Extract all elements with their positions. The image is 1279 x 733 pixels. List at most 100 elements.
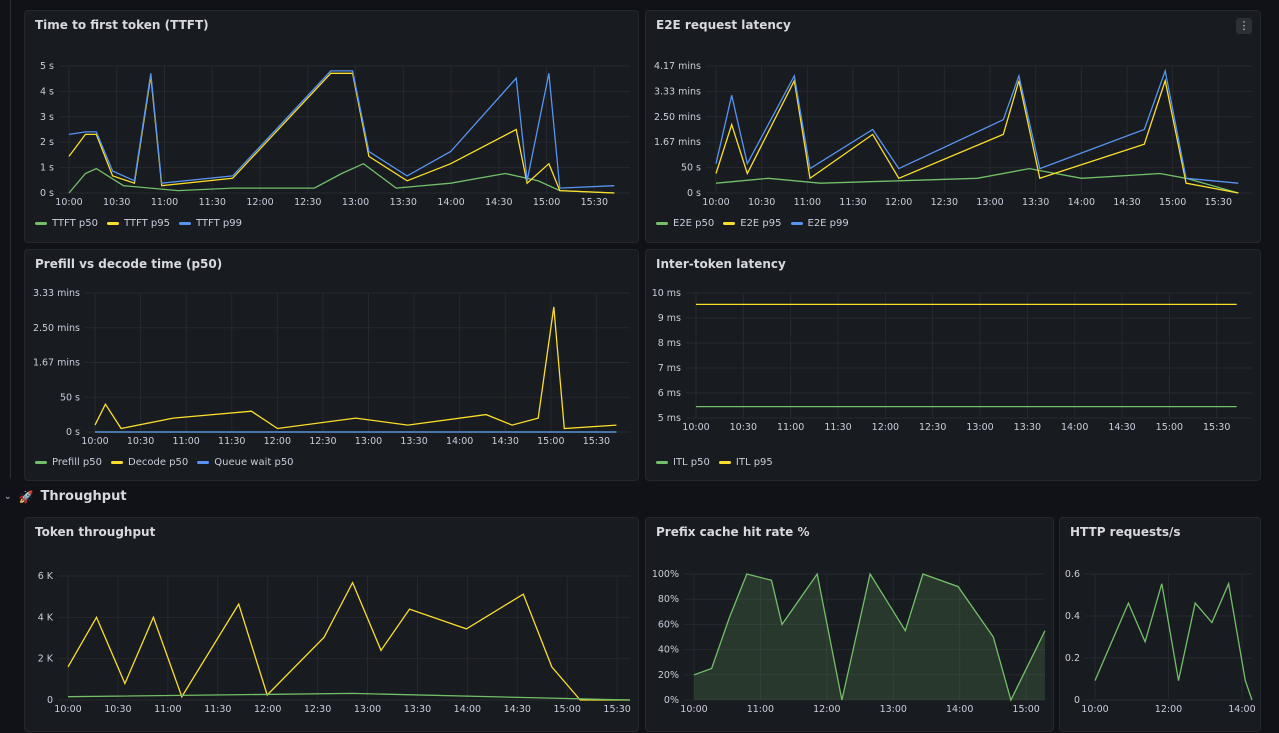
x-tick-label: 15:30 — [583, 436, 610, 447]
y-tick-label: 100% — [652, 569, 679, 580]
x-tick-label: 14:00 — [946, 704, 973, 715]
legend-item-e2e-p99[interactable]: E2E p99 — [790, 218, 849, 229]
y-tick-label: 2.50 mins — [654, 112, 701, 123]
legend-item-ttft-p99[interactable]: TTFT p99 — [178, 218, 242, 229]
y-tick-label: 3.33 mins — [33, 288, 80, 299]
x-tick-label: 14:00 — [1068, 197, 1095, 208]
series-line — [68, 70, 615, 189]
x-tick-label: 14:00 — [437, 197, 464, 208]
y-tick-label: 80% — [658, 594, 679, 605]
series-area — [694, 574, 1045, 700]
legend-item-e2e-p95[interactable]: E2E p95 — [723, 218, 782, 229]
x-tick-label: 12:30 — [309, 436, 336, 447]
series-line — [715, 68, 1239, 184]
x-tick-label: 12:00 — [264, 436, 291, 447]
panel-title: Time to first token (TTFT) — [35, 18, 209, 32]
legend-item-prefill-p50[interactable]: Prefill p50 — [35, 457, 102, 468]
x-tick-label: 13:00 — [880, 704, 907, 715]
x-tick-label: 12:00 — [1155, 704, 1182, 715]
x-tick-label: 15:00 — [533, 197, 560, 208]
y-tick-label: 4 s — [40, 86, 54, 97]
x-tick-label: 10:30 — [730, 422, 757, 433]
panel-title: E2E request latency — [656, 18, 791, 32]
x-tick-label: 12:00 — [813, 704, 840, 715]
y-tick-label: 1 s — [40, 163, 54, 174]
x-tick-label: 10:00 — [702, 197, 729, 208]
y-tick-label: 1.67 mins — [33, 358, 80, 369]
chart-e2e[interactable]: 0 s 50 s 1.67 mins 2.50 mins 3.33 mins 4.17 m… — [646, 11, 1262, 244]
x-tick-label: 15:00 — [1156, 422, 1183, 433]
chart-token-throughput[interactable]: 0 2 K 4 K 6 K 10:00 10:30 11:00 11:30 12:00 12:30… — [25, 518, 640, 733]
y-tick-label: 0% — [664, 695, 679, 706]
panel-menu-icon[interactable]: ⋮ — [1236, 18, 1252, 34]
panel-prefix-cache: Prefix cache hit rate % 0% 20% 40% 60% 80% 10… — [645, 517, 1054, 732]
series-line — [94, 306, 617, 430]
chart-http-requests[interactable]: 0 0.2 0.4 0.6 10:00 12:00 14:00 — [1060, 518, 1262, 733]
chart-itl[interactable]: 5 ms 6 ms 7 ms 8 ms 9 ms 10 ms 10:00 10:30 11:00… — [646, 250, 1262, 482]
x-tick-label: 14:30 — [504, 704, 531, 715]
legend-item-itl-p95[interactable]: ITL p95 — [718, 457, 773, 468]
y-tick-label: 3.33 mins — [654, 86, 701, 97]
y-tick-label: 2 K — [38, 654, 54, 665]
row-header-throughput[interactable]: ⌄ 🚀 Throughput — [4, 489, 127, 504]
row-title: Throughput — [40, 489, 127, 504]
y-tick-label: 10 ms — [652, 288, 681, 299]
y-tick-label: 5 ms — [658, 413, 681, 424]
legend-ttft: TTFT p50 TTFT p95 TTFT p99 — [35, 218, 242, 229]
y-tick-label: 4.17 mins — [654, 61, 701, 72]
panel-title: Token throughput — [35, 525, 156, 539]
x-tick-label: 10:00 — [682, 422, 709, 433]
series-line — [693, 572, 1046, 702]
panel-title: Prefill vs decode time (p50) — [35, 257, 223, 271]
x-tick-label: 12:00 — [872, 422, 899, 433]
x-tick-label: 13:00 — [355, 436, 382, 447]
x-tick-label: 14:00 — [446, 436, 473, 447]
chart-prefix-cache[interactable]: 0% 20% 40% 60% 80% 100% 10:00 11:00 12:00 13:00 14… — [646, 518, 1055, 733]
x-tick-label: 11:30 — [218, 436, 245, 447]
x-tick-label: 13:30 — [404, 704, 431, 715]
y-tick-label: 0.4 — [1065, 611, 1080, 622]
series-line — [1094, 581, 1253, 701]
x-tick-label: 10:30 — [104, 704, 131, 715]
x-tick-label: 15:30 — [1205, 197, 1232, 208]
x-tick-label: 10:30 — [127, 436, 154, 447]
x-tick-label: 14:30 — [1113, 197, 1140, 208]
x-tick-label: 13:30 — [390, 197, 417, 208]
y-tick-label: 7 ms — [658, 363, 681, 374]
x-tick-label: 11:30 — [204, 704, 231, 715]
legend-e2e: E2E p50 E2E p95 E2E p99 — [656, 218, 849, 229]
y-tick-label: 9 ms — [658, 313, 681, 324]
y-tick-label: 0 s — [687, 188, 701, 199]
y-tick-label: 6 K — [38, 571, 54, 582]
legend-item-queue-wait-p50[interactable]: Queue wait p50 — [197, 457, 294, 468]
y-tick-label: 6 ms — [658, 388, 681, 399]
series-line — [715, 78, 1239, 194]
x-tick-label: 13:00 — [976, 197, 1003, 208]
legend-item-ttft-p95[interactable]: TTFT p95 — [106, 218, 170, 229]
x-tick-label: 13:30 — [1022, 197, 1049, 208]
panel-itl: Inter-token latency 5 ms 6 ms 7 ms 8 ms 9 ms… — [645, 249, 1261, 481]
x-tick-label: 11:00 — [747, 704, 774, 715]
x-tick-label: 14:30 — [485, 197, 512, 208]
panel-title: Inter-token latency — [656, 257, 786, 271]
legend-item-decode-p50[interactable]: Decode p50 — [111, 457, 188, 468]
legend-item-itl-p50[interactable]: ITL p50 — [656, 457, 710, 468]
y-tick-label: 0 s — [40, 188, 54, 199]
x-tick-label: 11:30 — [199, 197, 226, 208]
panel-title: Prefix cache hit rate % — [656, 525, 810, 539]
legend-item-e2e-p50[interactable]: E2E p50 — [656, 218, 714, 229]
y-tick-label: 40% — [658, 645, 679, 656]
x-tick-label: 12:00 — [885, 197, 912, 208]
y-tick-label: 4 K — [38, 612, 54, 623]
y-tick-label: 60% — [658, 619, 679, 630]
chart-ttft[interactable]: 0 s 1 s 2 s 3 s 4 s 5 s 10:00 10:30 11:00 11:30 12… — [25, 11, 640, 244]
x-tick-label: 12:00 — [246, 197, 273, 208]
x-tick-label: 15:00 — [537, 436, 564, 447]
panel-ttft: Time to first token (TTFT) 0 s 1 s 2 s 3 s 4… — [24, 10, 639, 243]
series-line — [715, 167, 1239, 194]
y-tick-label: 2.50 mins — [33, 323, 80, 334]
x-tick-label: 11:00 — [794, 197, 821, 208]
chart-prefill[interactable]: 0 s 50 s 1.67 mins 2.50 mins 3.33 mins 10:00 1… — [25, 250, 640, 482]
legend-item-ttft-p50[interactable]: TTFT p50 — [35, 218, 98, 229]
series-line — [67, 692, 631, 701]
